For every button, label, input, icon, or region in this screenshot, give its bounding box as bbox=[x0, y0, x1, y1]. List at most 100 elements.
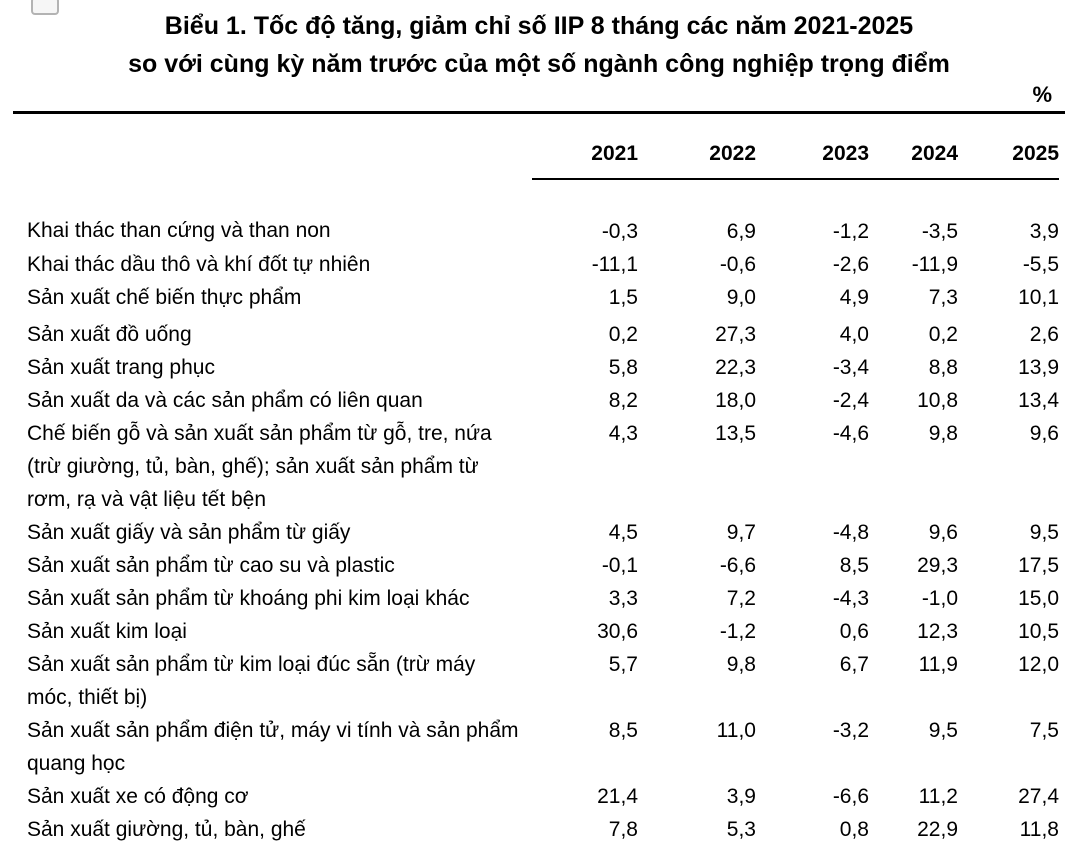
row-value: 5,3 bbox=[726, 818, 756, 841]
row-value: 13,5 bbox=[715, 422, 756, 445]
window-edge-artifact bbox=[31, 0, 59, 15]
row-label: Sản xuất da và các sản phẩm có liên quan bbox=[27, 389, 423, 412]
row-value: 8,5 bbox=[839, 554, 869, 577]
row-value: -5,5 bbox=[1022, 253, 1059, 276]
row-value: 15,0 bbox=[1018, 587, 1059, 610]
row-value: -6,6 bbox=[832, 785, 869, 808]
row-value: 9,5 bbox=[1029, 521, 1059, 544]
row-value: 17,5 bbox=[1018, 554, 1059, 577]
row-value: 0,6 bbox=[839, 620, 869, 643]
row-value: 3,9 bbox=[1029, 220, 1059, 243]
row-value: 0,8 bbox=[839, 818, 869, 841]
row-value: 8,5 bbox=[608, 719, 638, 742]
row-value: 11,9 bbox=[918, 653, 958, 676]
year-column-header: 2022 bbox=[638, 114, 756, 180]
row-value: -0,3 bbox=[601, 220, 638, 243]
row-value: -4,6 bbox=[832, 422, 869, 445]
table-row: Sản xuất sản phẩm từ cao su và plastic -… bbox=[27, 549, 1059, 582]
unit-label: % bbox=[1032, 82, 1052, 107]
row-label: Chế biến gỗ và sản xuất sản phẩm từ gỗ, … bbox=[27, 422, 492, 511]
row-value: 22,9 bbox=[917, 818, 958, 841]
row-value: 10,1 bbox=[1018, 286, 1059, 309]
row-value: 9,0 bbox=[726, 286, 756, 309]
row-value: 12,0 bbox=[1018, 653, 1059, 676]
row-value: -3,4 bbox=[832, 356, 869, 379]
row-label: Sản xuất giấy và sản phẩm từ giấy bbox=[27, 521, 351, 544]
year-header-row: 2021 2022 2023 2024 2025 bbox=[27, 114, 1059, 180]
table-row: Sản xuất da và các sản phẩm có liên quan… bbox=[27, 384, 1059, 417]
row-value: -0,1 bbox=[601, 554, 638, 577]
row-label-header-spacer bbox=[27, 114, 532, 179]
table-row: Sản xuất chế biến thực phẩm 1,5 9,0 4,9 … bbox=[27, 281, 1059, 314]
year-column-header: 2025 bbox=[958, 114, 1059, 180]
row-label: Khai thác than cứng và than non bbox=[27, 219, 331, 242]
row-value: 5,7 bbox=[608, 653, 638, 676]
table-body: Khai thác than cứng và than non -0,3 6,9… bbox=[27, 179, 1059, 846]
row-value: 0,2 bbox=[608, 323, 638, 346]
row-value: 7,3 bbox=[928, 286, 958, 309]
row-value: -3,5 bbox=[921, 220, 958, 243]
row-label: Sản xuất sản phẩm từ khoáng phi kim loại… bbox=[27, 587, 470, 610]
table-row: Chế biến gỗ và sản xuất sản phẩm từ gỗ, … bbox=[27, 417, 1059, 516]
row-label: Sản xuất sản phẩm từ kim loại đúc sẵn (t… bbox=[27, 653, 476, 709]
year-column-header: 2023 bbox=[756, 114, 869, 180]
figure-title-line1: Biểu 1. Tốc độ tăng, giảm chỉ số IIP 8 t… bbox=[164, 12, 914, 40]
row-value: 4,9 bbox=[839, 286, 869, 309]
row-value: -4,3 bbox=[832, 587, 869, 610]
iip-data-table: 2021 2022 2023 2024 2025 Khai thác than … bbox=[27, 114, 1059, 846]
table-row: Sản xuất kim loại 30,6 -1,2 0,6 12,3 10,… bbox=[27, 615, 1059, 648]
row-value: 7,5 bbox=[1029, 719, 1059, 742]
row-value: -4,8 bbox=[832, 521, 869, 544]
row-value: 13,4 bbox=[1018, 389, 1059, 412]
row-value: 9,5 bbox=[928, 719, 958, 742]
row-value: 3,9 bbox=[726, 785, 756, 808]
table-row: Sản xuất giường, tủ, bàn, ghế 7,8 5,3 0,… bbox=[27, 813, 1059, 846]
row-value: 10,8 bbox=[917, 389, 958, 412]
year-column-header: 2024 bbox=[869, 114, 958, 180]
row-value: 6,7 bbox=[839, 653, 869, 676]
row-value: 9,8 bbox=[928, 422, 958, 445]
row-value: 9,7 bbox=[726, 521, 756, 544]
figure-title: Biểu 1. Tốc độ tăng, giảm chỉ số IIP 8 t… bbox=[0, 7, 1078, 83]
row-label: Sản xuất giường, tủ, bàn, ghế bbox=[27, 818, 306, 841]
row-value: -3,2 bbox=[832, 719, 869, 742]
row-label: Sản xuất kim loại bbox=[27, 620, 187, 643]
row-value: 4,5 bbox=[608, 521, 638, 544]
row-value: 8,8 bbox=[928, 356, 958, 379]
row-value: 11,2 bbox=[918, 785, 958, 808]
row-value: 11,0 bbox=[716, 719, 756, 742]
row-value: -1,2 bbox=[719, 620, 756, 643]
row-value: 7,8 bbox=[608, 818, 638, 841]
row-label: Khai thác dầu thô và khí đốt tự nhiên bbox=[27, 253, 371, 276]
row-value: 11,8 bbox=[1019, 818, 1059, 841]
row-label: Sản xuất đồ uống bbox=[27, 323, 192, 346]
table-row: Sản xuất sản phẩm từ kim loại đúc sẵn (t… bbox=[27, 648, 1059, 714]
row-value: -11,1 bbox=[591, 253, 638, 276]
row-value: 27,4 bbox=[1018, 785, 1059, 808]
row-value: -2,4 bbox=[832, 389, 869, 412]
row-value: -1,2 bbox=[832, 220, 869, 243]
table-row: Sản xuất sản phẩm từ khoáng phi kim loại… bbox=[27, 582, 1059, 615]
row-label: Sản xuất trang phục bbox=[27, 356, 215, 379]
row-value: 9,6 bbox=[1029, 422, 1059, 445]
row-value: 29,3 bbox=[917, 554, 958, 577]
row-value: 8,2 bbox=[608, 389, 638, 412]
row-value: 4,3 bbox=[608, 422, 638, 445]
row-value: 10,5 bbox=[1018, 620, 1059, 643]
table-row: Khai thác dầu thô và khí đốt tự nhiên -1… bbox=[27, 248, 1059, 281]
row-value: 5,8 bbox=[608, 356, 638, 379]
row-value: 7,2 bbox=[726, 587, 756, 610]
row-label: Sản xuất xe có động cơ bbox=[27, 785, 249, 808]
row-value: 9,6 bbox=[928, 521, 958, 544]
row-value: 3,3 bbox=[608, 587, 638, 610]
row-label: Sản xuất chế biến thực phẩm bbox=[27, 286, 302, 309]
row-value: 27,3 bbox=[715, 323, 756, 346]
row-label: Sản xuất sản phẩm điện tử, máy vi tính v… bbox=[27, 719, 519, 775]
row-value: 21,4 bbox=[597, 785, 638, 808]
table-header: 2021 2022 2023 2024 2025 bbox=[27, 114, 1059, 180]
table-row: Khai thác than cứng và than non -0,3 6,9… bbox=[27, 179, 1059, 248]
row-value: -2,6 bbox=[832, 253, 869, 276]
row-value: 12,3 bbox=[917, 620, 958, 643]
row-value: 30,6 bbox=[597, 620, 638, 643]
figure-title-line2: so với cùng kỳ năm trước của một số ngàn… bbox=[128, 50, 950, 78]
